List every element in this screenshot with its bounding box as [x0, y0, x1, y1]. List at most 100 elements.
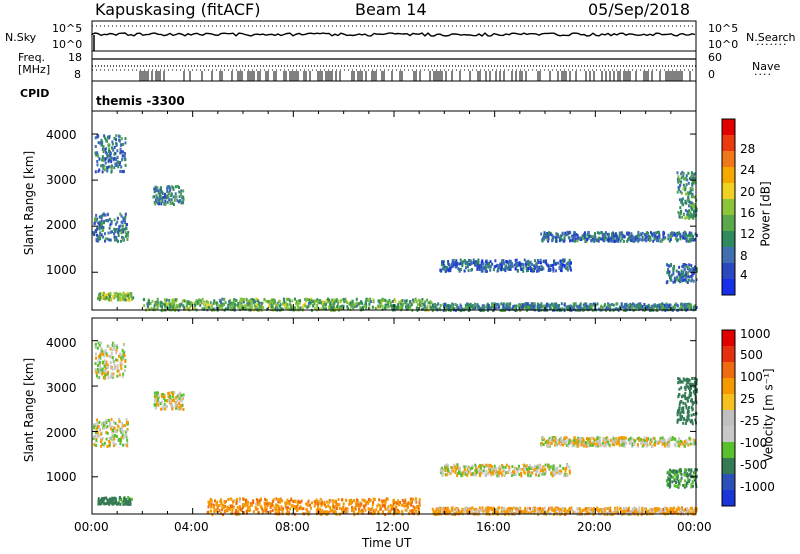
- scatter-point: [102, 159, 105, 162]
- scatter-point: [94, 431, 97, 435]
- scatter-point: [502, 465, 505, 469]
- scatter-point: [658, 230, 660, 234]
- scatter-point: [196, 302, 199, 306]
- scatter-point: [442, 261, 444, 265]
- scatter-point: [115, 134, 118, 138]
- scatter-point: [250, 300, 253, 304]
- scatter-point: [600, 231, 603, 235]
- scatter-point: [584, 442, 587, 446]
- scatter-point: [632, 440, 635, 444]
- scatter-point: [169, 199, 172, 203]
- scatter-point: [441, 472, 444, 476]
- scatter-point: [662, 305, 664, 308]
- scatter-point: [221, 297, 224, 301]
- scatter-point: [566, 232, 569, 236]
- scatter-point: [684, 391, 687, 395]
- scatter-point: [560, 438, 563, 442]
- scatter-point: [286, 306, 289, 310]
- scatter-point: [97, 297, 100, 300]
- scatter-point: [689, 239, 692, 243]
- scatter-point: [627, 307, 630, 311]
- scatter-point: [686, 272, 689, 276]
- scatter-point: [690, 171, 693, 175]
- scatter-point: [108, 165, 110, 169]
- scatter-point: [459, 303, 462, 307]
- scatter-point: [533, 304, 536, 308]
- scatter-point: [101, 140, 104, 144]
- scatter-point: [521, 306, 524, 310]
- scatter-point: [286, 303, 289, 307]
- scatter-point: [528, 464, 531, 468]
- scatter-point: [215, 301, 218, 305]
- scatter-point: [125, 429, 128, 433]
- scatter-point: [561, 265, 563, 269]
- scatter-point: [684, 188, 687, 192]
- scatter-point: [460, 472, 462, 476]
- scatter-point: [467, 304, 470, 307]
- scatter-point: [612, 437, 615, 441]
- scatter-point: [359, 306, 362, 310]
- scatter-point: [96, 434, 99, 438]
- scatter-point: [501, 473, 504, 477]
- scatter-point: [555, 239, 558, 243]
- scatter-point: [410, 503, 413, 507]
- scatter-point: [245, 297, 248, 301]
- scatter-point: [671, 436, 674, 439]
- scatter-point: [555, 443, 558, 447]
- scatter-point: [505, 260, 508, 264]
- scatter-point: [93, 222, 96, 225]
- scatter-point: [99, 352, 102, 356]
- scatter-point: [99, 350, 102, 353]
- scatter-point: [629, 238, 632, 242]
- scatter-point: [125, 294, 128, 298]
- scatter-point: [334, 505, 337, 509]
- scatter-point: [620, 302, 623, 306]
- scatter-point: [612, 235, 615, 239]
- scatter-point: [178, 190, 181, 194]
- scatter-point: [576, 304, 579, 308]
- scatter-point: [154, 398, 157, 402]
- scatter-point: [99, 360, 102, 364]
- scatter-point: [545, 259, 547, 263]
- scatter-point: [547, 465, 549, 469]
- scatter-point: [103, 364, 106, 368]
- scatter-point: [480, 263, 483, 267]
- scatter-point: [662, 230, 665, 234]
- scatter-point: [657, 239, 659, 243]
- scatter-point: [229, 504, 232, 508]
- scatter-point: [663, 237, 666, 241]
- scatter-point: [612, 303, 615, 307]
- scatter-point: [506, 305, 509, 309]
- scatter-point: [361, 307, 364, 311]
- scatter-point: [313, 301, 316, 305]
- scatter-point: [681, 202, 684, 206]
- scatter-point: [257, 502, 260, 506]
- scatter-point: [500, 262, 503, 266]
- scatter-point: [689, 391, 692, 395]
- scatter-point: [526, 466, 529, 470]
- scatter-point: [498, 472, 501, 476]
- scatter-point: [164, 407, 167, 411]
- scatter-point: [341, 498, 343, 502]
- scatter-point: [175, 404, 178, 408]
- scatter-point: [150, 306, 153, 310]
- scatter-point: [123, 497, 126, 501]
- scatter-point: [159, 402, 162, 406]
- scatter-point: [117, 298, 120, 302]
- scatter-point: [684, 276, 687, 279]
- scatter-point: [406, 305, 409, 309]
- scatter-point: [695, 378, 698, 382]
- scatter-point: [513, 470, 516, 474]
- scatter-point: [570, 268, 572, 272]
- scatter-point: [287, 298, 290, 302]
- scatter-point: [103, 444, 106, 448]
- scatter-point: [245, 303, 248, 307]
- scatter-point: [172, 395, 175, 399]
- scatter-point: [505, 264, 508, 268]
- scatter-point: [517, 263, 520, 267]
- scatter-point: [539, 261, 542, 264]
- scatter-point: [693, 476, 696, 480]
- scatter-point: [320, 499, 323, 503]
- scatter-point: [536, 465, 539, 469]
- scatter-point: [118, 417, 120, 421]
